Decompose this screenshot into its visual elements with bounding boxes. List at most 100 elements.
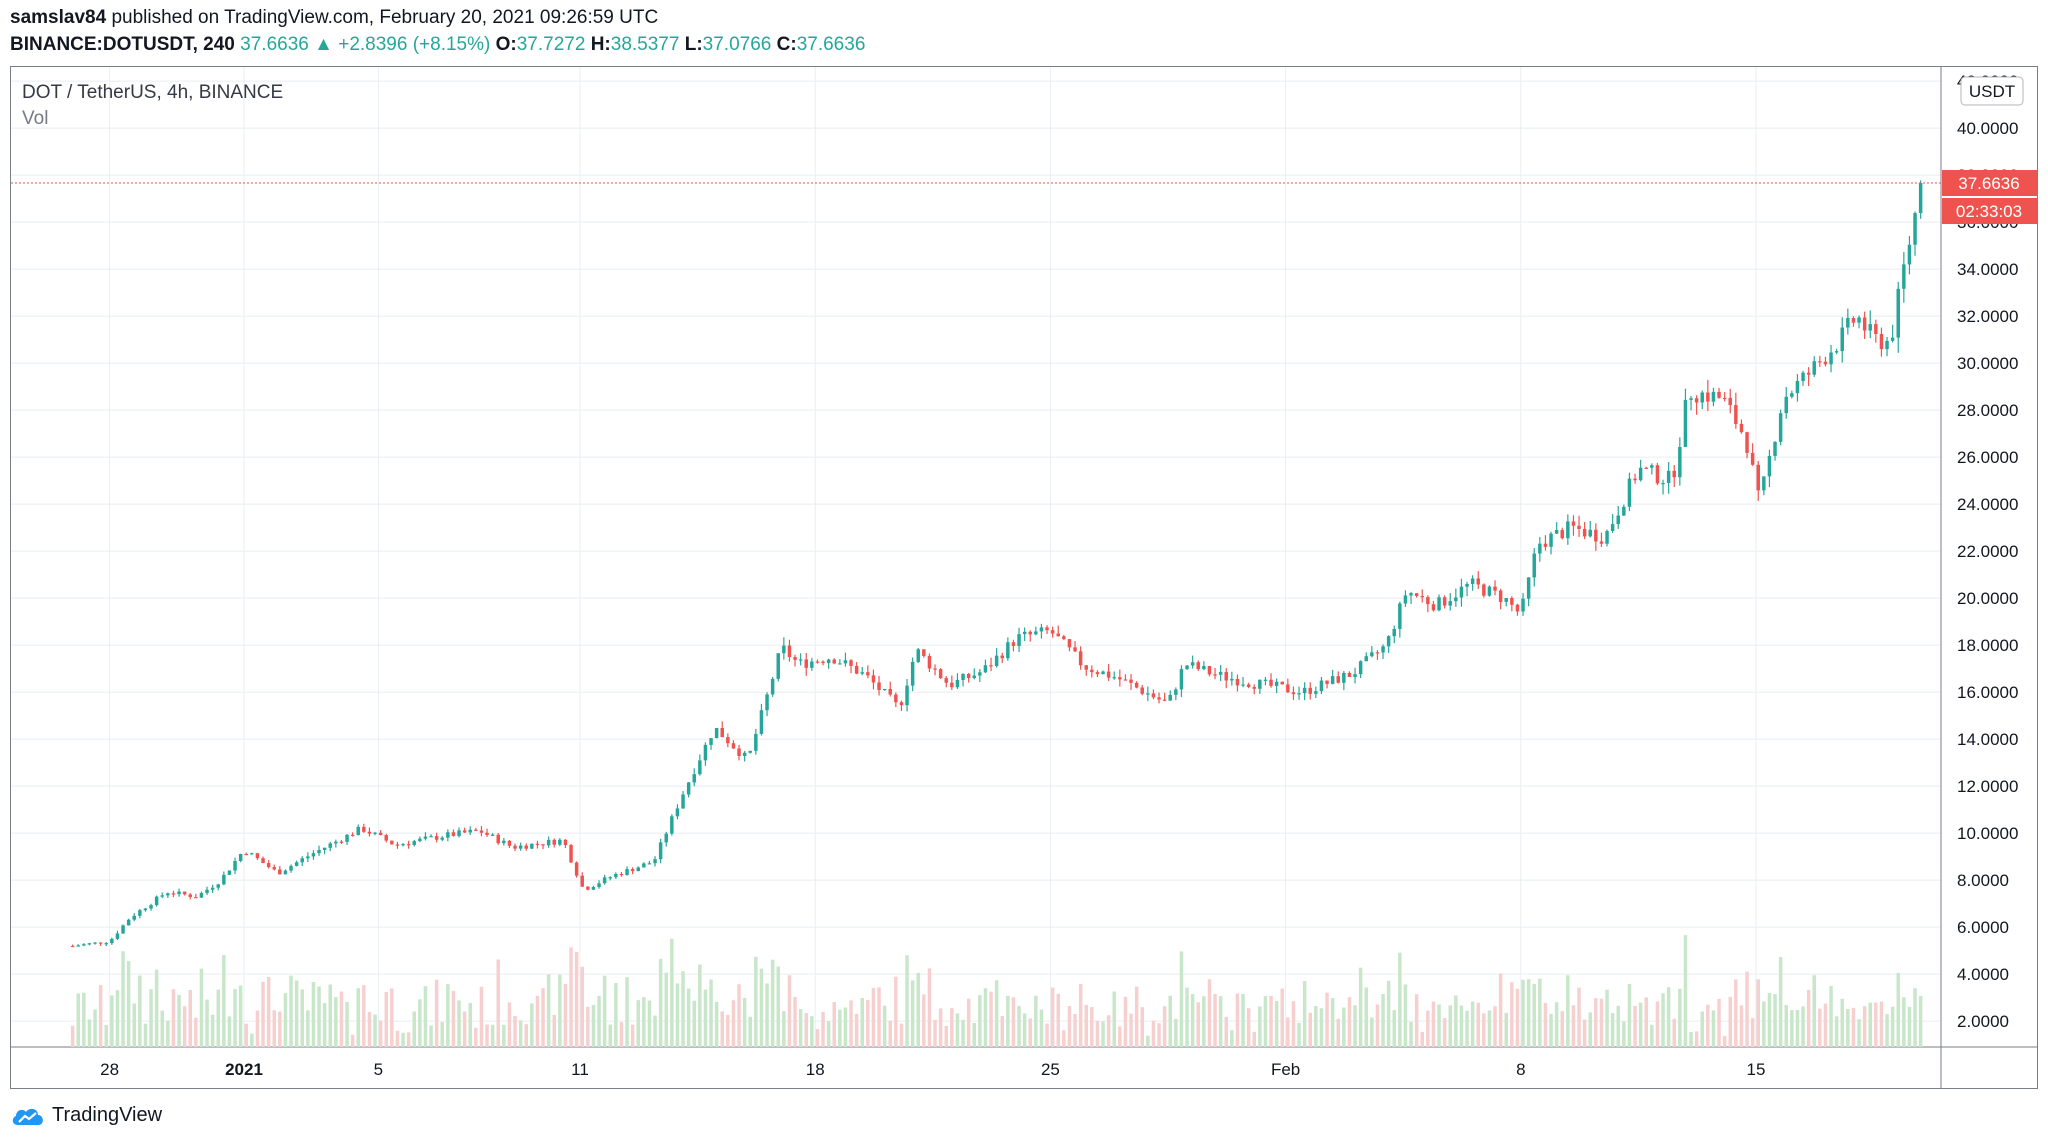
- symbol-name[interactable]: BINANCE:DOTUSDT, 240: [10, 34, 235, 55]
- volume-bar: [1840, 998, 1844, 1047]
- volume-bar: [1896, 972, 1900, 1047]
- candle-body: [1420, 596, 1424, 598]
- candle-body: [1090, 669, 1094, 673]
- chart-frame[interactable]: 2.0000 4.0000 6.0000 8.0000 10.0000 12.0000 14…: [10, 66, 2038, 1089]
- volume-bar: [933, 1019, 937, 1047]
- volume-bar: [838, 1009, 842, 1047]
- volume-bar: [289, 975, 293, 1047]
- candle-body: [227, 870, 232, 875]
- volume-bar: [334, 997, 338, 1047]
- volume-bar: [1750, 1018, 1755, 1047]
- currency-button-label[interactable]: USDT: [1969, 82, 2015, 101]
- volume-bar: [910, 980, 915, 1047]
- candle-body: [821, 661, 825, 664]
- candle-body: [1918, 183, 1923, 214]
- volume-bar: [1650, 1024, 1654, 1047]
- chart-legend: DOT / TetherUS, 4h, BINANCE Vol: [22, 80, 283, 132]
- candle-body: [1269, 679, 1273, 686]
- candle-body: [457, 830, 461, 836]
- candle-body: [1672, 470, 1676, 478]
- candle-body: [759, 710, 764, 734]
- volume-bar: [1263, 996, 1268, 1047]
- volume-bar: [1778, 956, 1783, 1047]
- time-tick-label: 18: [806, 1060, 825, 1079]
- volume-bar: [983, 988, 988, 1047]
- candle-body: [171, 893, 176, 895]
- candle-body: [1140, 687, 1144, 694]
- volume-bar: [261, 981, 265, 1047]
- volume-bar: [110, 995, 114, 1047]
- currency-button[interactable]: [1960, 76, 2024, 106]
- candle-body: [737, 748, 741, 756]
- candle-body: [686, 782, 691, 795]
- volume-bar: [686, 988, 691, 1047]
- candle-body: [1538, 543, 1542, 554]
- candle-body: [1874, 324, 1878, 334]
- candle-body: [1610, 524, 1615, 531]
- candle-body: [1566, 521, 1570, 539]
- volume-bar: [518, 1020, 523, 1047]
- volume-bar: [1622, 1021, 1626, 1047]
- volume-bar: [93, 1009, 97, 1047]
- volume-bar: [1566, 975, 1570, 1047]
- candle-body: [1213, 674, 1217, 676]
- candle-body: [1476, 578, 1480, 585]
- candle-body: [1487, 586, 1492, 596]
- volume-bar: [905, 955, 909, 1047]
- candle-body: [1230, 678, 1234, 681]
- volume-bar: [899, 1023, 904, 1047]
- volume-bar: [1834, 1016, 1839, 1047]
- candle-body: [983, 665, 988, 673]
- volume-bar: [1162, 1006, 1167, 1047]
- volume-bar: [955, 1013, 960, 1047]
- legend-volume[interactable]: Vol: [22, 108, 49, 129]
- candle-body: [994, 655, 999, 667]
- candle-body: [658, 842, 663, 860]
- candlestick-chart[interactable]: 2.0000 4.0000 6.0000 8.0000 10.0000 12.0000 14…: [11, 67, 2037, 1088]
- candle-body: [1050, 630, 1055, 634]
- open-value: 37.7272: [516, 34, 586, 55]
- volume-bar: [1426, 1010, 1430, 1047]
- volume-bar: [580, 966, 584, 1047]
- candle-body: [98, 942, 103, 944]
- candle-body: [922, 649, 926, 656]
- candle-body: [177, 891, 181, 895]
- candle-body: [1454, 597, 1458, 602]
- legend-pair[interactable]: DOT / TetherUS, 4h, BINANCE: [22, 82, 284, 103]
- candle-body: [1437, 597, 1441, 611]
- candle-body: [1000, 655, 1004, 659]
- candle-body: [401, 844, 405, 846]
- volume-bar: [1498, 973, 1503, 1047]
- candle-body: [1224, 672, 1228, 681]
- volume-bar: [770, 959, 775, 1047]
- candle-body: [1605, 530, 1609, 544]
- price-tick-label: 22.0000: [1957, 542, 2018, 561]
- candle-body: [1291, 692, 1296, 695]
- candle-body: [703, 744, 708, 761]
- volume-bar: [698, 964, 702, 1047]
- volume-bar: [658, 958, 663, 1047]
- volume-bar: [434, 979, 439, 1047]
- candle-body: [1095, 672, 1100, 675]
- candle-body: [1146, 693, 1150, 695]
- candle-body: [770, 678, 775, 695]
- candle-body: [1179, 669, 1184, 690]
- volume-bar: [961, 1019, 965, 1047]
- candle-body: [899, 702, 904, 706]
- publisher-name[interactable]: samslav84: [10, 7, 107, 28]
- volume-bar: [311, 982, 316, 1047]
- candle-body: [888, 688, 892, 695]
- tradingview-logo[interactable]: TradingView: [10, 1104, 162, 1127]
- volume-bar: [87, 1019, 92, 1047]
- volume-bar: [591, 1004, 596, 1047]
- volume-bar: [149, 989, 153, 1047]
- candle-body: [810, 661, 814, 668]
- candle-body: [1297, 693, 1301, 695]
- candle-body: [1560, 530, 1564, 539]
- candle-body: [138, 910, 142, 916]
- candle-body: [418, 838, 422, 842]
- volume-bar: [339, 991, 344, 1047]
- candle-body: [580, 875, 584, 887]
- volume-bar: [1504, 1012, 1508, 1047]
- volume-bar: [1297, 1022, 1301, 1047]
